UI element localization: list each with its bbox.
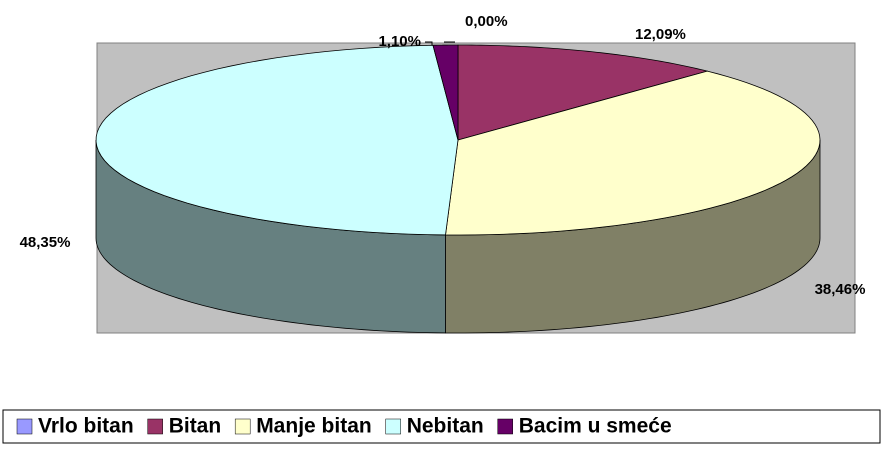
slice	[445, 70, 821, 236]
slice	[95, 44, 459, 236]
legend-swatch	[147, 418, 163, 435]
data-label: 1,10%	[378, 33, 421, 50]
legend-label: Bitan	[169, 415, 222, 438]
legend-swatch	[385, 418, 401, 435]
slice	[432, 44, 459, 141]
legend-swatch	[497, 418, 513, 435]
legend-label: Bacim u smeće	[519, 415, 672, 438]
leader-line	[425, 41, 433, 46]
legend-swatch	[16, 418, 33, 435]
legend-label: Vrlo bitan	[38, 415, 134, 438]
data-label: 38,46%	[815, 281, 866, 298]
data-label: 0,00%	[465, 13, 508, 30]
legend-swatch	[234, 418, 251, 435]
slice	[457, 44, 709, 141]
legend-label: Nebitan	[407, 415, 484, 438]
data-label: 12,09%	[635, 26, 686, 43]
legend-label: Manje bitan	[256, 415, 372, 438]
data-label: 48,35%	[20, 234, 71, 251]
